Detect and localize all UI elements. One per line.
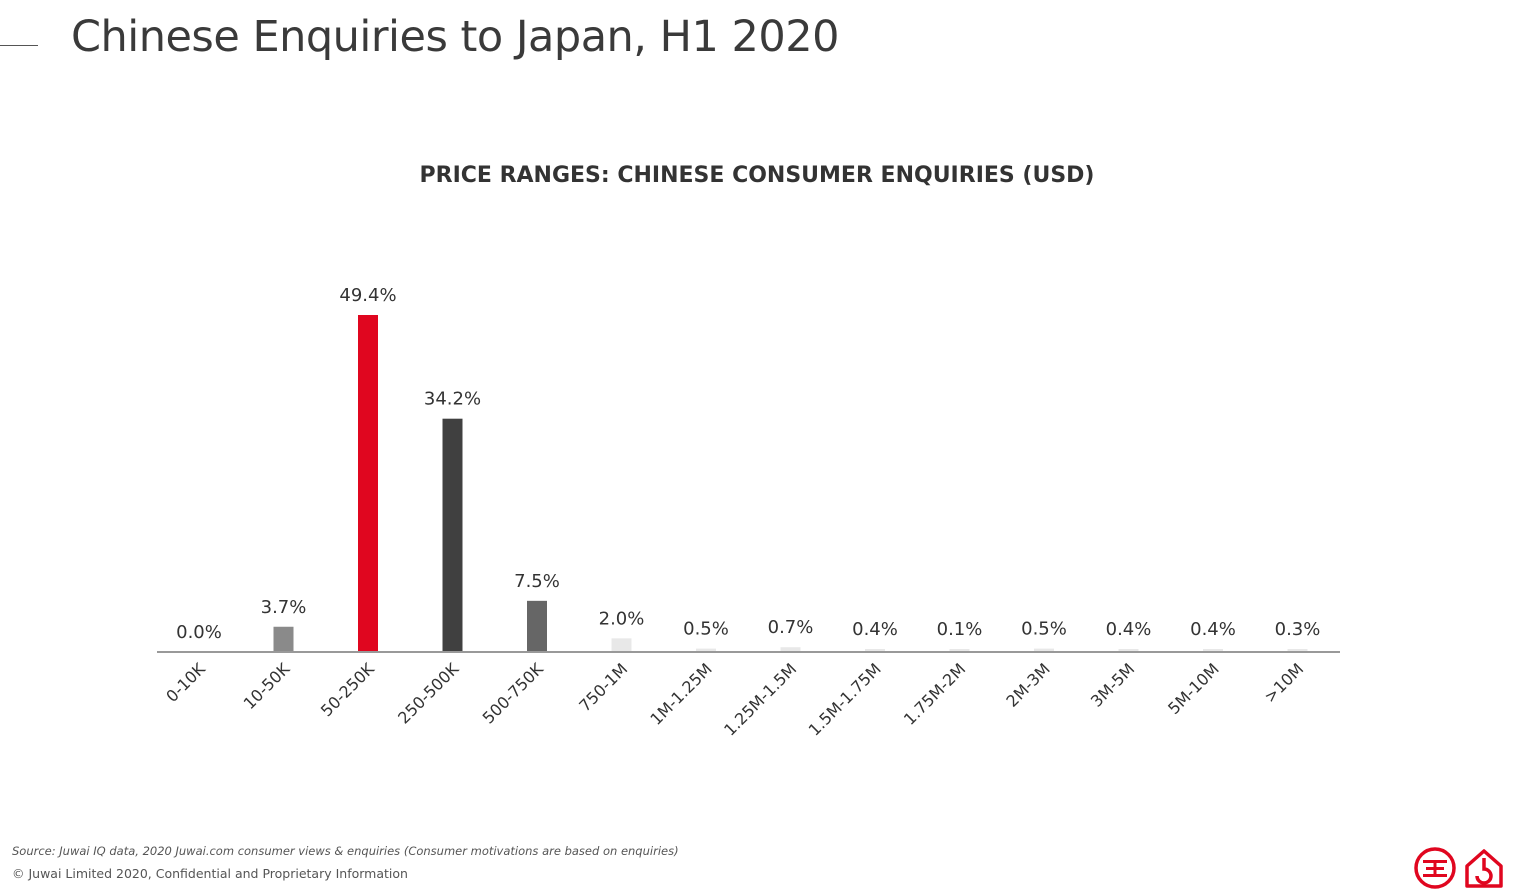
data-label: 0.7% (768, 617, 814, 638)
data-label: 0.4% (852, 619, 898, 640)
bar-10-50K (273, 626, 294, 652)
x-tick-label: 500-750K (479, 659, 547, 727)
data-label: 0.4% (1106, 619, 1152, 640)
data-label: 0.5% (683, 619, 729, 640)
bar->10M (1287, 649, 1308, 652)
bar-chart: 0.0% 0-10K 3.7% 10-50K 49.4% 50-250K 34.2% 250-… (157, 285, 1340, 740)
title-rule (0, 45, 38, 46)
data-label: 2.0% (599, 608, 645, 629)
bar-750-1M (611, 638, 632, 652)
x-tick-label: 10-50K (240, 659, 294, 713)
x-tick-label: 1.5M-1.75M (805, 659, 885, 739)
data-label: 3.7% (261, 597, 307, 618)
juwai-logo (1414, 847, 1503, 889)
data-label: 0.0% (176, 622, 222, 643)
page-title: Chinese Enquiries to Japan, H1 2020 (71, 12, 839, 62)
house-icon (1465, 849, 1503, 888)
x-tick-label: 1M-1.25M (646, 659, 715, 728)
bar-3M-5M (1118, 649, 1139, 652)
juwai-seal-icon (1414, 847, 1456, 889)
x-tick-label: 0-10K (162, 659, 209, 706)
data-label: 34.2% (424, 389, 481, 410)
x-tick-label: 1.75M-2M (900, 659, 969, 728)
x-tick-label: 250-500K (394, 659, 462, 727)
bar-50-250K (358, 315, 378, 652)
bar-2M-3M (1034, 648, 1054, 652)
x-tick-label: 750-1M (575, 659, 631, 715)
data-label: 0.4% (1190, 619, 1236, 640)
x-tick-label: 2M-3M (1002, 659, 1053, 710)
data-label: 0.5% (1021, 619, 1067, 640)
data-label: 49.4% (339, 285, 396, 306)
bar-1.25M-1.5M (780, 647, 801, 652)
bar-1.75M-2M (949, 649, 970, 652)
x-tick-label: 3M-5M (1087, 659, 1138, 710)
bar-250-500K (442, 418, 463, 652)
source-note: Source: Juwai IQ data, 2020 Juwai.com co… (12, 844, 679, 858)
chart-title: PRICE RANGES: CHINESE CONSUMER ENQUIRIES… (419, 163, 1095, 188)
bar-500-750K (527, 600, 547, 652)
bar-5M-10M (1203, 649, 1223, 652)
data-label: 0.1% (937, 619, 983, 640)
x-tick-label: 5M-10M (1164, 659, 1223, 718)
x-tick-label: 1.25M-1.5M (720, 659, 800, 739)
data-label: 0.3% (1275, 619, 1321, 640)
x-tick-label: 50-250K (317, 659, 378, 720)
data-label: 7.5% (514, 571, 560, 592)
copyright-note: © Juwai Limited 2020, Confidential and P… (12, 866, 408, 881)
bar-1M-1.25M (696, 648, 716, 652)
bar-1.5M-1.75M (865, 649, 885, 652)
x-tick-label: >10M (1260, 659, 1307, 706)
